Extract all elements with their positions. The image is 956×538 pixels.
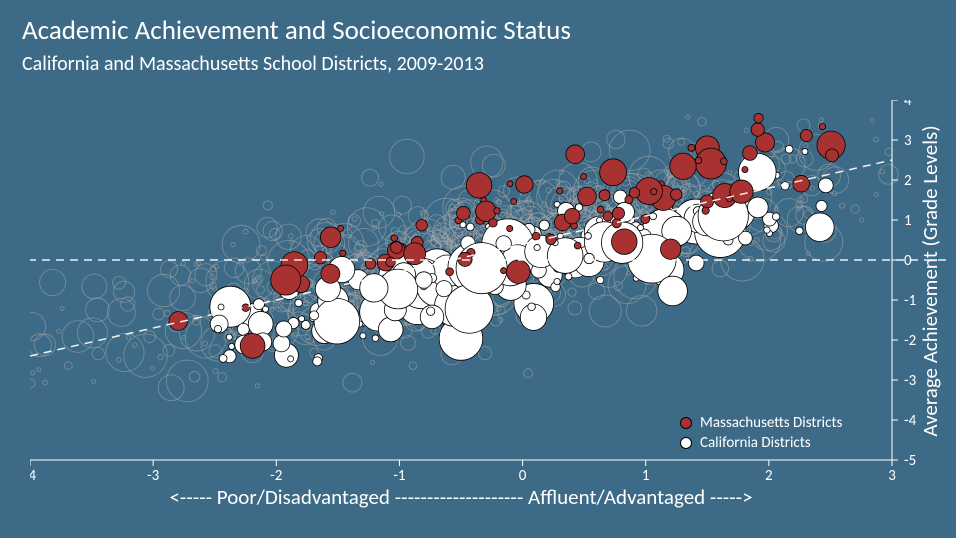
svg-text:0: 0 bbox=[904, 252, 912, 270]
svg-text:-2: -2 bbox=[904, 332, 916, 350]
svg-text:1: 1 bbox=[642, 467, 650, 485]
svg-text:-4: -4 bbox=[30, 467, 36, 485]
x-axis-label: <----- Poor/Disadvantaged --------------… bbox=[30, 484, 892, 510]
legend-marker-ma bbox=[680, 417, 692, 429]
legend-marker-ca bbox=[680, 437, 692, 449]
svg-text:2: 2 bbox=[904, 172, 912, 190]
y-axis-label: Average Achievement (Grade Levels) bbox=[917, 121, 943, 441]
chart-subtitle: California and Massachusetts School Dist… bbox=[22, 52, 484, 76]
legend-item-ca: California Districts bbox=[680, 434, 842, 452]
svg-text:-1: -1 bbox=[393, 467, 405, 485]
svg-text:3: 3 bbox=[904, 132, 912, 150]
legend-item-ma: Massachusetts Districts bbox=[680, 414, 842, 432]
svg-text:0: 0 bbox=[519, 467, 527, 485]
svg-text:-1: -1 bbox=[904, 292, 916, 310]
svg-text:-3: -3 bbox=[147, 467, 160, 485]
svg-text:3: 3 bbox=[888, 467, 896, 485]
svg-text:1: 1 bbox=[904, 212, 912, 230]
svg-text:4: 4 bbox=[904, 100, 912, 110]
chart-title: Academic Achievement and Socioeconomic S… bbox=[22, 14, 571, 47]
legend: Massachusetts Districts California Distr… bbox=[680, 414, 842, 454]
svg-text:-5: -5 bbox=[904, 452, 916, 470]
svg-text:-3: -3 bbox=[904, 372, 917, 390]
svg-text:2: 2 bbox=[765, 467, 773, 485]
legend-label-ca: California Districts bbox=[700, 434, 811, 452]
svg-text:-2: -2 bbox=[270, 467, 282, 485]
legend-label-ma: Massachusetts Districts bbox=[700, 414, 842, 432]
svg-text:-4: -4 bbox=[904, 412, 917, 430]
